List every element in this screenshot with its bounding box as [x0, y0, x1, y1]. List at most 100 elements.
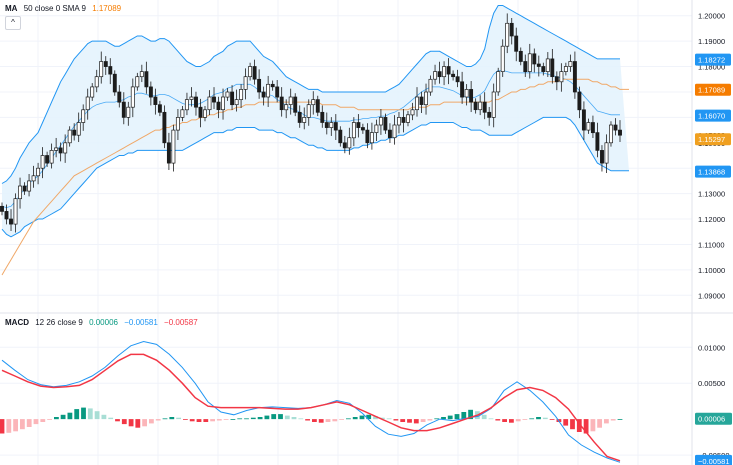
candle-down: [216, 101, 221, 111]
macd-histogram-bar: [461, 412, 467, 420]
macd-histogram-bar: [617, 419, 623, 420]
macd-histogram-bar: [47, 419, 52, 420]
macd-histogram-bar: [135, 419, 141, 428]
macd-histogram-bar: [196, 419, 202, 422]
macd-legend-macd-value: −0.00581: [124, 318, 158, 327]
candle-down: [460, 81, 465, 98]
candle-up: [139, 71, 144, 78]
candle-down: [0, 205, 4, 212]
candle-up: [374, 124, 379, 133]
macd-histogram-bar: [176, 417, 181, 420]
candle-up: [369, 132, 374, 144]
macd-histogram-bar: [393, 419, 399, 421]
candle-up: [563, 66, 568, 72]
candle-up: [248, 66, 253, 78]
candle-down: [108, 66, 113, 75]
macd-histogram-bar: [318, 419, 324, 423]
candle-down: [577, 91, 582, 111]
candle-up: [130, 86, 135, 108]
macd-histogram-bar: [468, 409, 473, 420]
candle-up: [184, 99, 189, 111]
macd-histogram-bar: [54, 417, 59, 420]
candle-up: [433, 71, 438, 80]
candle-up: [76, 122, 81, 136]
candle-down: [590, 122, 595, 134]
ma-legend[interactable]: MA 50 close 0 SMA 9 1.17089: [5, 4, 121, 13]
candle-down: [554, 76, 559, 83]
candle-up: [527, 53, 532, 72]
macd-histogram-bar: [67, 412, 73, 420]
macd-histogram-bar: [332, 419, 338, 422]
macd-histogram-bar: [339, 419, 344, 420]
candle-up: [302, 117, 307, 123]
candle-up: [609, 124, 613, 144]
candle-down: [455, 76, 460, 83]
candle-up: [496, 71, 501, 93]
candle-down: [338, 129, 343, 144]
candle-up: [171, 129, 176, 164]
macd-histogram-bar: [522, 419, 528, 420]
macd-tag-text: −0.00581: [698, 457, 730, 465]
price-tag-ma-marker: [695, 133, 731, 146]
candle-down: [157, 104, 162, 113]
macd-histogram-bar: [346, 418, 351, 420]
price-tag-bb-basis: [695, 109, 731, 122]
macd-lines: [1, 340, 621, 463]
candle-down: [581, 109, 586, 131]
candle-up: [586, 122, 591, 131]
candlesticks[interactable]: [0, 13, 622, 233]
candle-down: [153, 96, 158, 105]
macd-histogram-bar: [33, 419, 39, 425]
candle-up: [175, 117, 180, 131]
price-axis[interactable]: 1.090001.100001.110001.120001.130001.140…: [698, 12, 730, 460]
candle-up: [40, 155, 45, 169]
candle-up: [545, 58, 550, 72]
candle-up: [415, 96, 419, 111]
macd-histogram-bar: [488, 418, 494, 420]
macd-histogram-bar: [427, 419, 433, 421]
macd-line: [1, 340, 621, 463]
collapse-legend-button[interactable]: ^: [5, 16, 21, 30]
moving-average: [1, 78, 629, 276]
macd-histogram-bar: [441, 417, 446, 420]
macd-histogram-bar: [278, 414, 283, 420]
candle-up: [243, 76, 248, 90]
candle-up: [189, 96, 194, 100]
macd-histogram-bar: [604, 419, 609, 424]
candle-up: [410, 109, 415, 116]
macd-histogram-bar: [81, 407, 86, 420]
bb-upper-line: [1, 5, 620, 184]
candle-down: [342, 142, 347, 149]
candle-down: [333, 122, 338, 131]
candle-down: [22, 185, 27, 192]
candle-up: [311, 99, 316, 106]
macd-histogram-bar: [155, 419, 161, 421]
candle-up: [221, 96, 225, 111]
macd-histogram-bar: [264, 415, 270, 420]
candle-down: [365, 129, 370, 144]
candle-down: [550, 58, 555, 78]
macd-histogram-bar: [108, 417, 114, 420]
macd-histogram-bar: [291, 417, 297, 420]
macd-histogram-bar: [515, 419, 521, 422]
price-tag-text: 1.16070: [698, 112, 725, 121]
candle-down: [58, 147, 63, 154]
macd-histogram-bar: [379, 417, 385, 420]
candle-up: [428, 78, 433, 93]
macd-histogram-bar: [223, 419, 229, 420]
candle-down: [536, 63, 541, 67]
price-axis-tick: 1.11000: [698, 240, 725, 249]
price-tag-bb-lower: [695, 165, 731, 178]
macd-histogram-bar: [400, 419, 406, 422]
candle-up: [54, 147, 59, 151]
candle-up: [604, 142, 609, 164]
price-axis-tick: 1.13000: [698, 190, 725, 199]
macd-histogram-bar: [570, 419, 575, 430]
candle-up: [500, 45, 505, 72]
candle-down: [297, 111, 302, 123]
macd-legend[interactable]: MACD 12 26 close 9 0.00006 −0.00581 −0.0…: [5, 318, 198, 327]
macd-histogram-bar: [502, 419, 507, 422]
macd-axis-tick: 0.00500: [698, 379, 725, 388]
macd-histogram-bar: [60, 414, 66, 420]
